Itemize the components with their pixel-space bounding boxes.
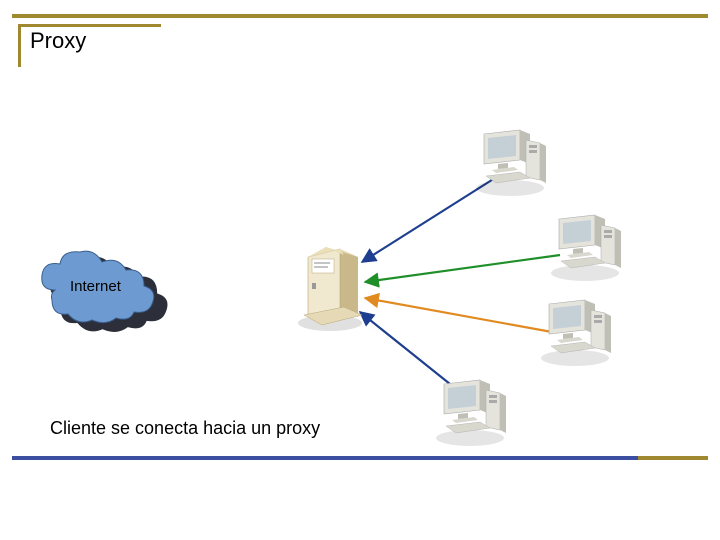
bottom-rule: [12, 456, 708, 460]
arrow-client3: [365, 298, 552, 332]
client-pc-4: [436, 380, 506, 446]
internet-label: Internet: [70, 278, 121, 295]
arrow-client1: [362, 178, 495, 262]
caption-text: Cliente se conecta hacia un proxy: [50, 418, 320, 439]
client-pc-1: [476, 130, 546, 196]
client-pc-3: [541, 300, 611, 366]
bottom-rule-accent: [638, 456, 708, 460]
server-icon: [298, 247, 362, 331]
arrow-client2: [365, 255, 560, 282]
client-pc-2: [551, 215, 621, 281]
